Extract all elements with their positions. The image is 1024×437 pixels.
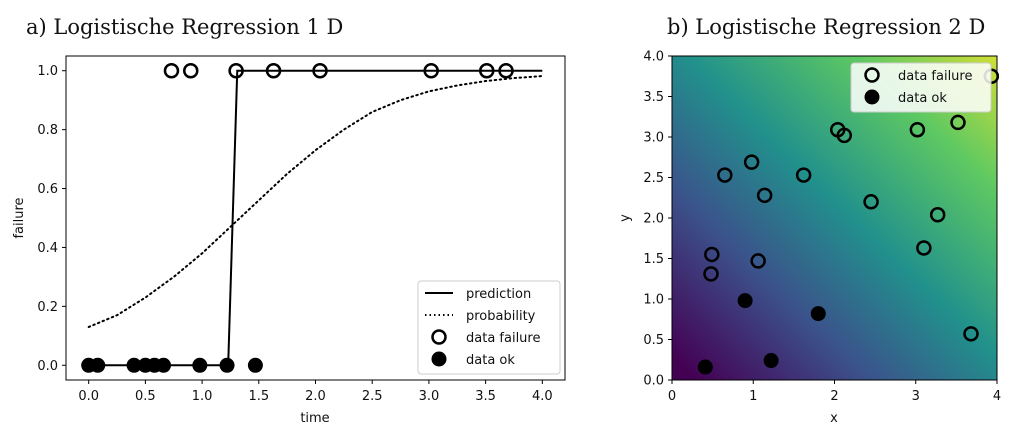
panel-a-legend-box [417, 280, 561, 375]
y-tick-label: 3.0 [643, 131, 664, 146]
data-failure-point [423, 62, 439, 79]
data-failure-point [163, 62, 180, 79]
x-tick-label: 2.5 [362, 389, 383, 404]
data-failure-point [909, 121, 926, 138]
y-tick-label: 0.6 [37, 182, 58, 197]
y-tick-label: 0.0 [37, 359, 58, 374]
y-tick-label: 2.0 [643, 212, 664, 227]
panel-b-xlabel: x [830, 411, 838, 426]
y-tick-label: 1.0 [643, 293, 664, 308]
data-failure-point [929, 207, 946, 223]
data-failure-point [836, 127, 852, 144]
data-failure-point [478, 62, 495, 79]
y-tick-label: 1.0 [37, 64, 58, 79]
x-tick-label: 1 [749, 389, 757, 404]
data-failure-point [795, 167, 812, 183]
data-failure-point [863, 194, 879, 210]
data-ok-point [192, 357, 208, 373]
y-tick-label: 0.2 [37, 300, 58, 315]
legend-label-data-ok: data ok [466, 353, 515, 368]
x-tick-label: 3 [912, 389, 920, 404]
data-ok-point [247, 357, 263, 373]
panel-b-legend: data failure data ok [850, 62, 992, 113]
y-tick-label: 0.8 [37, 123, 58, 138]
probability-line [87, 75, 544, 328]
panel-a-ticks: 0.0 0.5 1.0 1.5 2.0 2.5 3.0 3.5 4.0 0.0 0.2 0.4 0.6 0… [37, 64, 552, 404]
panel-b: b) Logistische Regression 2 D 0 1 2 3 4 0.0 0.… [618, 15, 1001, 426]
data-ok-point [126, 357, 142, 373]
panel-a: a) Logistische Regression 1 D 0.0 0.5 1.0 1… [12, 15, 566, 426]
x-tick-label: 3.0 [419, 389, 440, 404]
panel-a-legend: prediction probability data failure data… [417, 280, 561, 375]
panel-a-xlabel: time [300, 411, 329, 426]
data-ok-point [697, 359, 713, 375]
y-tick-label: 2.5 [643, 171, 664, 186]
data-failure-point [717, 167, 733, 183]
data-failure-point [312, 62, 328, 79]
data-ok-point [810, 306, 826, 322]
data-failure-point [228, 62, 244, 79]
x-tick-label: 4 [993, 389, 1001, 404]
y-tick-label: 0.4 [37, 241, 58, 256]
data-failure-point [498, 62, 514, 79]
data-failure-point [265, 62, 282, 79]
data-failure-point [750, 253, 766, 269]
panel-a-title: a) Logistische Regression 1 D [26, 15, 343, 39]
y-tick-label: 4.0 [643, 50, 664, 65]
x-tick-label: 4.0 [532, 389, 553, 404]
legend-swatch-data-failure [431, 329, 447, 345]
x-tick-label: 3.5 [475, 389, 496, 404]
panel-b-title: b) Logistische Regression 2 D [667, 15, 985, 39]
x-tick-label: 0.0 [78, 389, 99, 404]
x-tick-label: 1.0 [192, 389, 213, 404]
data-failure-point [950, 114, 966, 131]
x-tick-label: 0 [668, 389, 676, 404]
data-failure-point [183, 62, 199, 79]
y-tick-label: 0.0 [643, 374, 664, 389]
panel-b-ticks: 0 1 2 3 4 0.0 0.5 1.0 1.5 2.0 2.5 3.0 3.5 4.0 [643, 50, 1001, 405]
data-failure-point [703, 266, 719, 282]
legend-label-prediction: prediction [466, 287, 531, 302]
data-failure-point [743, 154, 760, 170]
x-tick-label: 2 [830, 389, 838, 404]
data-failure-point [963, 326, 979, 342]
data-ok-point [90, 357, 106, 373]
panel-b-marks [697, 68, 1000, 375]
panel-a-marks [81, 62, 544, 373]
data-failure-point [756, 187, 773, 204]
panel-b-legend-box [850, 62, 992, 113]
y-tick-label: 3.5 [643, 90, 664, 105]
data-failure-point [704, 246, 720, 263]
x-tick-label: 1.5 [248, 389, 269, 404]
data-ok-point [219, 357, 235, 373]
legend-label-data-ok: data ok [898, 91, 947, 106]
legend-swatch-data-failure [864, 67, 880, 83]
x-tick-label: 2.0 [305, 389, 326, 404]
y-tick-label: 0.5 [643, 333, 664, 348]
data-ok-point [763, 353, 779, 369]
data-failure-point [916, 240, 932, 256]
legend-swatch-data-ok [431, 351, 447, 367]
y-tick-label: 1.5 [643, 252, 664, 267]
data-ok-point [156, 357, 172, 373]
legend-label-probability: probability [466, 309, 536, 324]
legend-swatch-data-ok [864, 89, 880, 105]
legend-label-data-failure: data failure [898, 69, 972, 84]
panel-b-ylabel: y [618, 214, 633, 222]
data-ok-point [737, 293, 753, 309]
x-tick-label: 0.5 [135, 389, 156, 404]
legend-label-data-failure: data failure [466, 331, 540, 346]
panel-a-ylabel: failure [12, 197, 27, 238]
